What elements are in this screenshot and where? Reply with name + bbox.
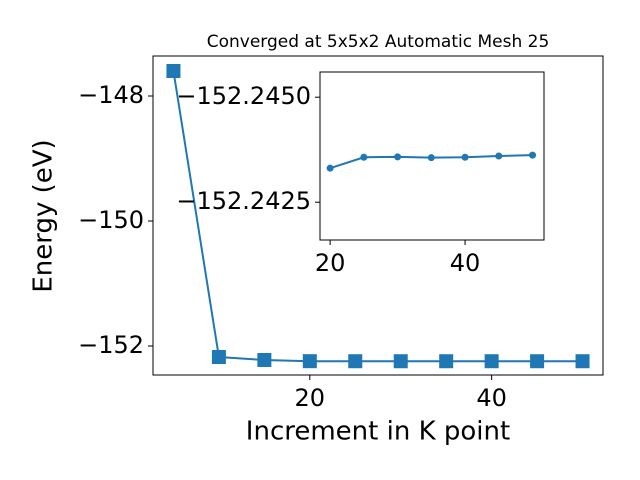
y-tick-label: −152: [78, 331, 144, 359]
marker: [348, 354, 363, 369]
x-tick-label: 20: [315, 249, 346, 277]
chart-title: Converged at 5x5x2 Automatic Mesh 25: [207, 32, 550, 52]
marker: [326, 164, 334, 172]
marker: [529, 151, 537, 159]
marker: [394, 153, 402, 161]
y-tick-label: −148: [78, 81, 144, 109]
marker: [393, 354, 408, 369]
x-tick-label: 40: [476, 384, 507, 412]
y-axis-label: Energy (eV): [29, 139, 59, 292]
series-line: [172, 70, 583, 363]
marker: [530, 354, 545, 369]
x-tick-label: 20: [295, 384, 326, 412]
marker: [166, 64, 181, 78]
marker: [360, 153, 368, 161]
plot-frame: [319, 71, 545, 241]
marker: [484, 354, 499, 369]
marker: [495, 152, 503, 160]
marker: [302, 354, 317, 369]
x-axis-label: Increment in K point: [246, 417, 510, 447]
plot-frame: [152, 55, 604, 376]
y-tick-label: −152.2450: [176, 82, 311, 110]
marker: [211, 350, 226, 364]
x-tick-label: 40: [450, 249, 481, 277]
y-tick-label: −152.2425: [176, 187, 311, 215]
marker: [439, 354, 454, 369]
y-tick-label: −150: [78, 206, 144, 234]
marker: [257, 353, 272, 367]
marker: [461, 153, 469, 161]
marker: [427, 154, 435, 162]
marker: [575, 354, 590, 369]
